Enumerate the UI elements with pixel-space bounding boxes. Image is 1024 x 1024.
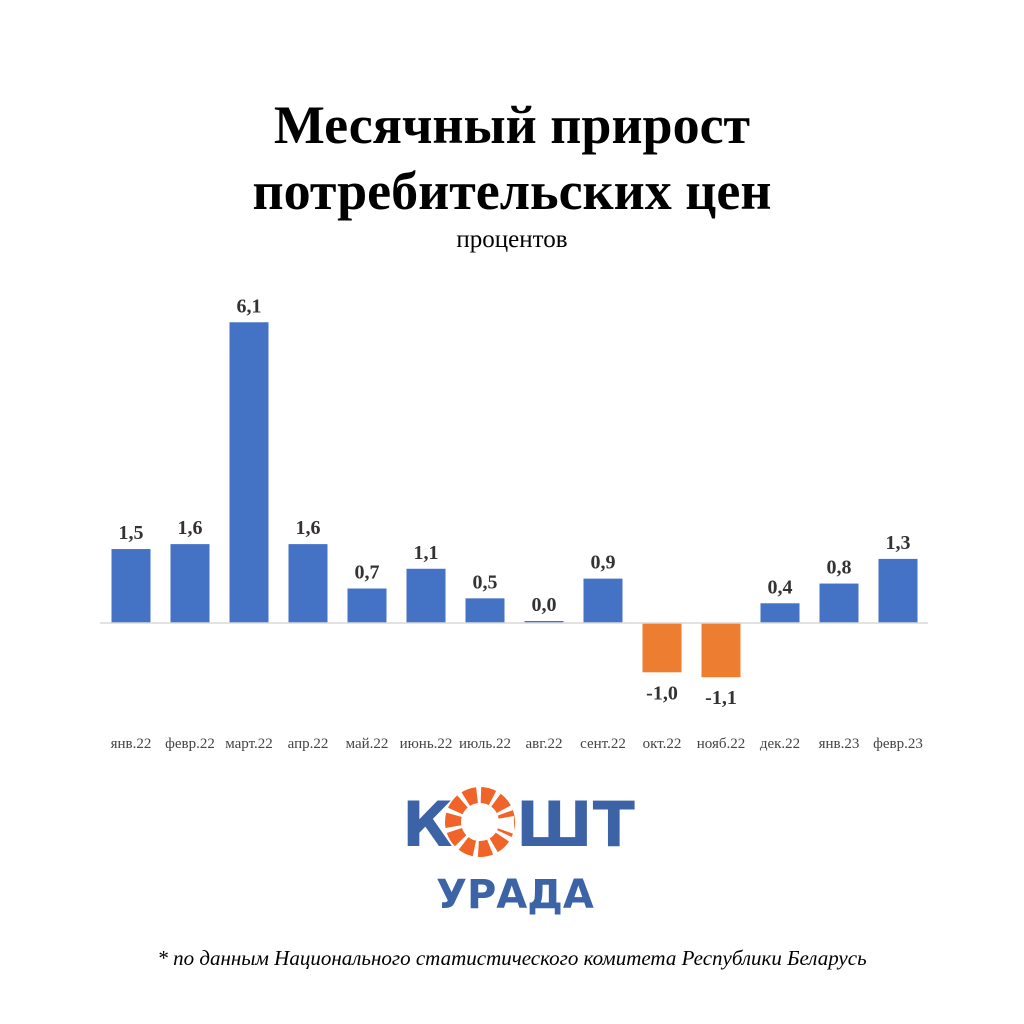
x-tick-label: янв.23 bbox=[819, 736, 860, 752]
x-tick-label: февр.22 bbox=[165, 736, 215, 752]
x-tick-label: июнь.22 bbox=[400, 736, 453, 752]
bar bbox=[229, 322, 269, 623]
bar bbox=[111, 549, 151, 623]
chart-title-line-1: Месячный прирост bbox=[273, 95, 751, 155]
data-label: -1,1 bbox=[705, 687, 737, 709]
data-label: -1,0 bbox=[646, 682, 678, 704]
x-tick-label: дек.22 bbox=[760, 736, 800, 752]
data-label: 6,1 bbox=[237, 295, 262, 317]
bar bbox=[406, 568, 446, 623]
data-label: 1,3 bbox=[886, 532, 911, 554]
x-tick-label: янв.22 bbox=[111, 736, 152, 752]
bar bbox=[288, 544, 328, 623]
x-tick-label: апр.22 bbox=[288, 736, 329, 752]
svg-text:ШТ: ШТ bbox=[516, 788, 635, 861]
bar bbox=[878, 558, 918, 623]
data-label: 0,8 bbox=[827, 557, 852, 579]
x-tick-label: нояб.22 bbox=[697, 736, 746, 752]
svg-text:К: К bbox=[402, 788, 453, 861]
x-tick-label: окт.22 bbox=[643, 736, 682, 752]
x-tick-label: май.22 bbox=[346, 736, 389, 752]
data-label: 0,0 bbox=[532, 594, 557, 616]
chart-title-line-2: потребительских цен bbox=[252, 161, 772, 221]
orange-wheel-icon bbox=[445, 787, 515, 857]
data-label: 1,5 bbox=[119, 522, 144, 544]
footnote: * по данным Национального статистическог… bbox=[157, 946, 867, 970]
logo: К ШТ УРАДА bbox=[402, 787, 635, 918]
data-label: 0,5 bbox=[473, 571, 498, 593]
bar bbox=[760, 603, 800, 623]
x-tick-label: июль.22 bbox=[459, 736, 511, 752]
bar bbox=[819, 583, 859, 623]
bar bbox=[583, 578, 623, 623]
svg-text:УРАДА: УРАДА bbox=[436, 872, 594, 918]
bar bbox=[465, 598, 505, 623]
bar-chart: 1,5 янв.22 1,6 февр.22 6,1 март.22 1,6 апр.22 0,… bbox=[100, 295, 928, 752]
bar bbox=[524, 621, 564, 623]
bar bbox=[170, 544, 210, 623]
data-label: 0,4 bbox=[768, 576, 793, 598]
data-label: 0,7 bbox=[355, 561, 380, 583]
bar bbox=[642, 623, 682, 673]
bar bbox=[701, 623, 741, 678]
data-label: 1,6 bbox=[296, 517, 321, 539]
chart-subtitle: процентов bbox=[456, 226, 568, 253]
x-tick-label: март.22 bbox=[225, 736, 273, 752]
data-label: 1,6 bbox=[178, 517, 203, 539]
data-label: 1,1 bbox=[414, 542, 439, 564]
x-tick-label: авг.22 bbox=[526, 736, 563, 752]
data-label: 0,9 bbox=[591, 552, 616, 574]
x-tick-label: сент.22 bbox=[580, 736, 626, 752]
x-tick-label: февр.23 bbox=[873, 736, 923, 752]
bar bbox=[347, 588, 387, 623]
